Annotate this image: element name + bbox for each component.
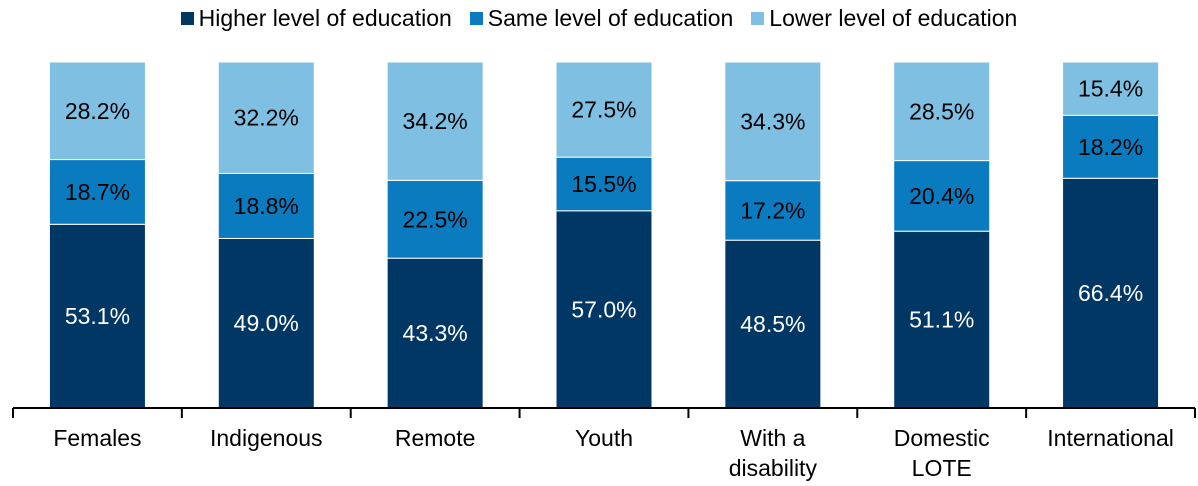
bar-segment	[386, 179, 484, 259]
bar-segment	[893, 61, 991, 162]
bar-segment	[1062, 114, 1160, 179]
bar-segment	[724, 180, 822, 241]
legend-item: Same level of education	[469, 5, 734, 32]
bar-segment	[48, 223, 146, 409]
category-label: Indigenous	[210, 425, 323, 451]
category-label: Youth	[575, 425, 633, 451]
bar-segment	[217, 61, 315, 174]
data-label: 27.5%	[571, 97, 636, 123]
bar-segment	[48, 159, 146, 225]
bar-segment	[555, 156, 653, 212]
legend-label: Lower level of education	[769, 5, 1018, 31]
bar-segment	[1062, 61, 1160, 116]
legend-item: Lower level of education	[751, 5, 1017, 32]
category-label: Domestic	[894, 425, 990, 451]
data-label: 28.2%	[65, 98, 130, 124]
bar-segment	[386, 61, 484, 181]
data-label: 53.1%	[65, 303, 130, 329]
legend-swatch	[751, 12, 765, 25]
data-label: 18.8%	[234, 193, 299, 219]
category-label: Females	[53, 425, 141, 451]
legend-swatch	[180, 12, 194, 25]
data-label: 20.4%	[909, 183, 974, 209]
data-label: 51.1%	[909, 307, 974, 333]
data-label: 15.4%	[1078, 76, 1143, 102]
bar-segment	[386, 257, 484, 409]
data-label: 18.7%	[65, 179, 130, 205]
data-label: 48.5%	[740, 311, 805, 337]
data-label: 17.2%	[740, 197, 805, 223]
data-label: 66.4%	[1078, 280, 1143, 306]
legend-label: Higher level of education	[198, 5, 452, 31]
legend-swatch	[469, 12, 483, 25]
category-label: Remote	[395, 425, 476, 451]
legend-item: Higher level of education	[180, 5, 452, 32]
data-label: 22.5%	[403, 206, 468, 232]
data-label: 34.2%	[403, 108, 468, 134]
bar-segment	[555, 61, 653, 158]
x-axis: Females Indigenous Remote Youth With a disabi…	[12, 407, 1196, 481]
data-label: 28.5%	[909, 98, 974, 124]
bar-segment	[1062, 177, 1160, 409]
bar-segment	[217, 237, 315, 409]
bar-segment	[893, 160, 991, 232]
bar-segment	[555, 210, 653, 409]
data-label: 34.3%	[740, 108, 805, 134]
data-label: 18.2%	[1078, 134, 1143, 160]
data-label: 43.3%	[403, 320, 468, 346]
bar-segment	[217, 172, 315, 239]
data-label: 32.2%	[234, 105, 299, 131]
bars-group: 53.1% 18.7% 28.2% 49.0% 18.8% 32.2% 43.3% 22.5%…	[48, 61, 1160, 409]
category-label: LOTE	[912, 455, 972, 481]
category-label: With a	[740, 425, 805, 451]
bar-segment	[724, 61, 822, 182]
legend-label: Same level of education	[487, 5, 734, 31]
bar-segment	[48, 61, 146, 161]
data-label: 15.5%	[571, 171, 636, 197]
category-label: International	[1047, 425, 1174, 451]
data-label: 57.0%	[571, 296, 636, 322]
category-label: disability	[729, 455, 818, 481]
bar-segment	[893, 230, 991, 409]
chart-legend: Higher level of education Same level of e…	[0, 5, 1198, 32]
data-label: 49.0%	[234, 310, 299, 336]
